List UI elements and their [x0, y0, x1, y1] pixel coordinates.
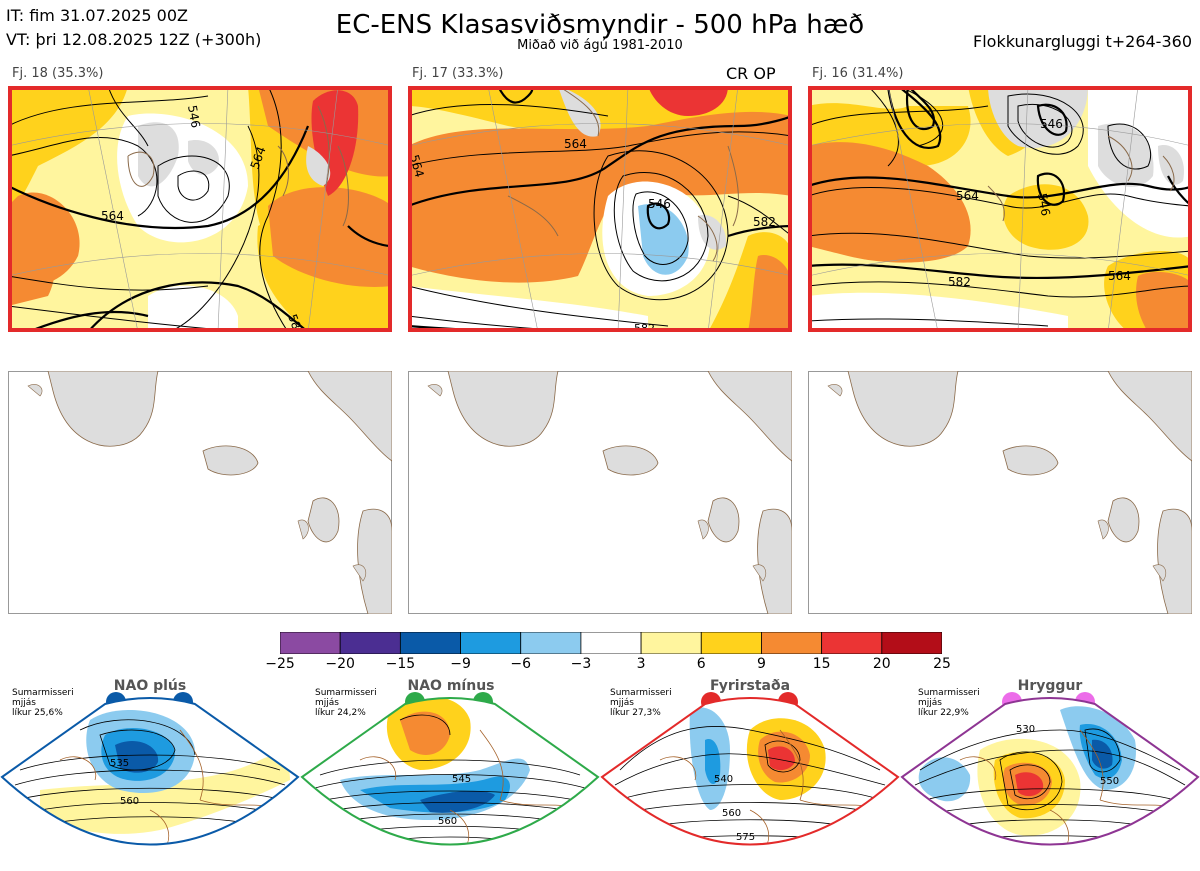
contour-label: 546	[648, 197, 671, 211]
contour-label: 546	[1035, 192, 1053, 217]
contour-label: 540	[714, 774, 733, 785]
colorbar-bin	[399, 632, 461, 654]
regime-2-map: 545 560 575	[300, 697, 600, 864]
regime-4-map: 530 550 575	[900, 697, 1200, 849]
contour-label: 564	[408, 153, 427, 179]
contour-label: 564	[956, 189, 979, 203]
regime-2-title: NAO mínus	[407, 678, 495, 694]
regime-2-info: Sumarmisseri mjjás líkur 24,2%	[315, 688, 377, 718]
cluster-1-label: Fj. 18 (35.3%)	[12, 66, 104, 81]
contour-label: 546	[185, 104, 203, 129]
cluster-2-tag: CR OP	[726, 64, 776, 83]
colorbar-tick-label: −9	[450, 656, 471, 672]
regime-1-info: Sumarmisseri mjjás líkur 25,6%	[12, 688, 74, 718]
colorbar-tick-label: −6	[510, 656, 532, 672]
contour-label: 575	[1092, 838, 1111, 849]
colorbar-bin	[460, 632, 522, 654]
colorbar-bin	[761, 632, 823, 654]
colorbar-tick-label: −3	[570, 656, 592, 672]
contour-label: 535	[110, 758, 129, 769]
contour-label: 564	[564, 137, 587, 151]
valid-time: VT: þri 12.08.2025 12Z (+300h)	[6, 30, 262, 49]
page-subtitle: Miðað við ágú 1981-2010	[517, 38, 683, 53]
colorbar-bin	[700, 632, 762, 654]
cluster-1-map: 564 546 564 582	[8, 86, 392, 332]
cluster-2-map: 564 546 564 582 582	[408, 86, 792, 332]
contour-label: 550	[1100, 776, 1119, 787]
regime-1-title: NAO plús	[113, 678, 187, 694]
page-title: EC-ENS Klasasviðsmyndir - 500 hPa hæð	[335, 10, 865, 40]
contour-label: 560	[438, 816, 457, 827]
empty-map-3	[808, 371, 1192, 614]
regime-3-info: Sumarmisseri mjjás líkur 27,3%	[610, 688, 672, 718]
colorbar-tick-label: 6	[696, 656, 706, 672]
contour-label: 575	[736, 832, 755, 843]
colorbar-tick-label: 9	[756, 656, 766, 672]
init-time: IT: fim 31.07.2025 00Z	[6, 6, 188, 25]
colorbar-tick-label: 20	[872, 656, 891, 672]
cluster-2-label: Fj. 17 (33.3%)	[412, 66, 504, 81]
colorbar-bin	[881, 632, 942, 654]
cluster-3-map: 546 564 546 582 564	[808, 86, 1192, 332]
regime-3-map: 540 560 575	[600, 697, 900, 846]
colorbar-bin	[520, 632, 582, 654]
colorbar-bin	[339, 632, 401, 654]
regime-4-info: Sumarmisseri mjjás líkur 22,9%	[918, 688, 980, 718]
contour-label: 560	[120, 796, 139, 807]
contour-label: 546	[1040, 117, 1063, 131]
regime-3-title: Fyrirstaða	[709, 678, 791, 694]
colorbar	[280, 632, 942, 654]
colorbar-bin	[640, 632, 702, 654]
contour-label: 564	[1108, 269, 1131, 283]
empty-map-1	[8, 371, 392, 614]
contour-label: 582	[753, 215, 776, 229]
cluster-3-label: Fj. 16 (31.4%)	[812, 66, 904, 81]
colorbar-tick-label: −15	[385, 656, 416, 672]
classification-window: Flokkunargluggi t+264-360	[973, 32, 1192, 51]
empty-map-2	[408, 371, 792, 614]
colorbar-tick-label: −20	[325, 656, 355, 672]
regime-4-title: Hryggur	[1017, 678, 1083, 694]
colorbar-bin	[280, 632, 341, 654]
contour-label: 575	[448, 853, 467, 864]
contour-label: 564	[101, 209, 124, 223]
contour-label: 582	[285, 312, 306, 332]
contour-label: 560	[722, 808, 741, 819]
contour-label: 582	[634, 322, 655, 332]
contour-label: 530	[1016, 724, 1035, 735]
contour-label: 582	[948, 275, 971, 289]
colorbar-tick-label: 3	[636, 656, 646, 672]
regime-1-map: 535 560	[0, 697, 300, 846]
colorbar-tick-label: −25	[265, 656, 295, 672]
colorbar-tick-label: 25	[933, 656, 951, 672]
contour-label: 545	[452, 774, 471, 785]
colorbar-bin	[821, 632, 883, 654]
colorbar-bin	[580, 632, 642, 654]
colorbar-tick-label: 15	[812, 656, 831, 672]
